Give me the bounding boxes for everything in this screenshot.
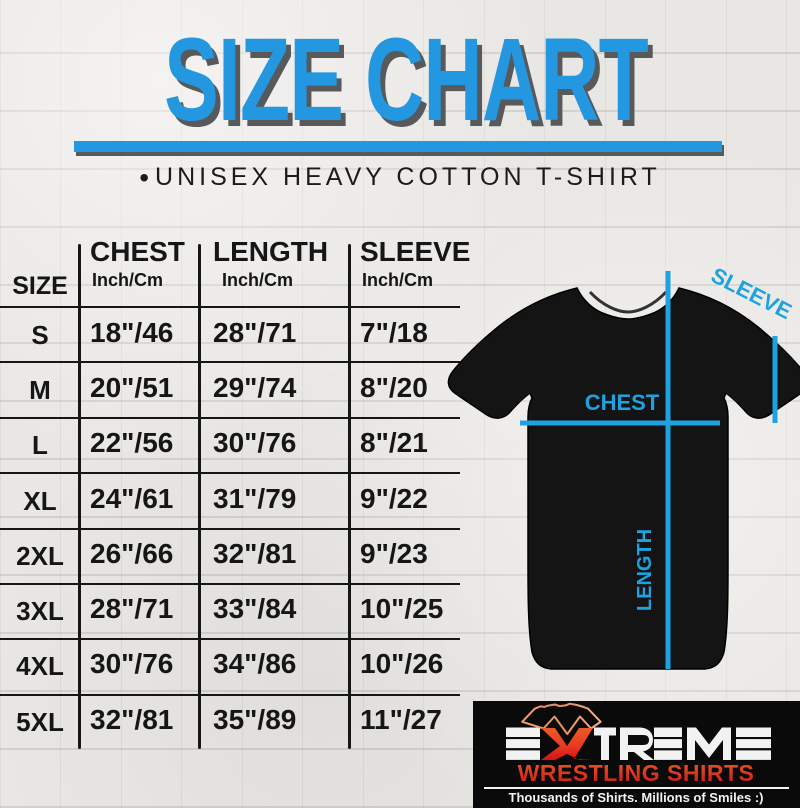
svg-text:LENGTH: LENGTH: [634, 529, 656, 611]
svg-text:WRESTLING SHIRTS: WRESTLING SHIRTS: [518, 760, 755, 786]
svg-text:SIZE CHART: SIZE CHART: [164, 18, 648, 146]
svg-text:CHEST: CHEST: [585, 390, 660, 415]
svg-text:Thousands of Shirts. Millions: Thousands of Shirts. Millions of Smiles …: [509, 790, 764, 805]
